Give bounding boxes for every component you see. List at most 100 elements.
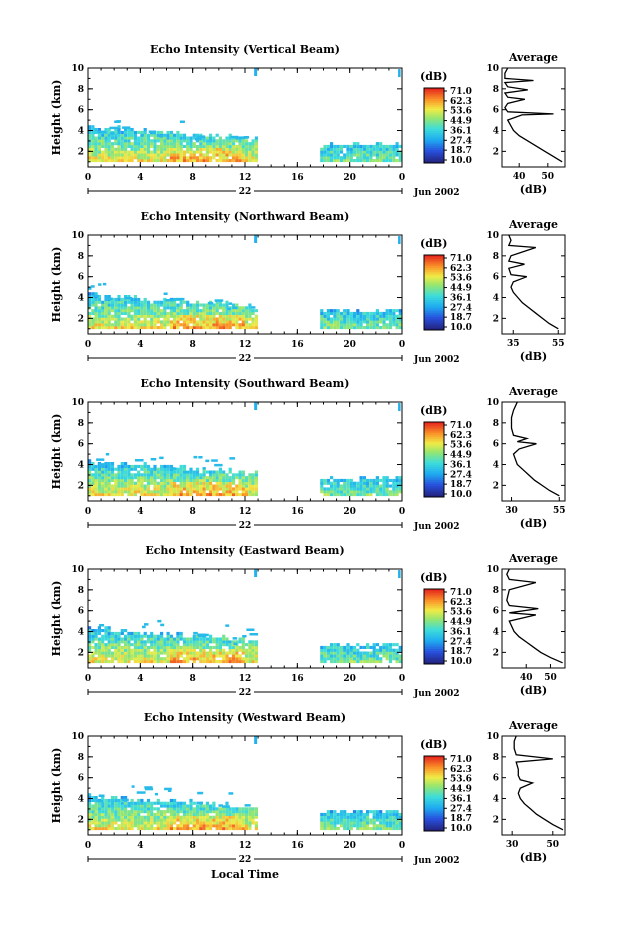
heatmap-cell (186, 648, 190, 652)
colorbar-band (424, 99, 444, 102)
heatmap-cell (339, 323, 344, 327)
heatmap-cell (192, 320, 196, 324)
heatmap-cell (385, 156, 389, 160)
heatmap-cell (110, 303, 115, 307)
heatmap-cell (398, 490, 402, 494)
heatmap-cell (362, 476, 366, 480)
heatmap-cell (114, 490, 118, 494)
heatmap-cell (320, 654, 324, 658)
heatmap-cell (169, 300, 173, 304)
heatmap-cell (166, 311, 170, 315)
heatmap-cell (124, 311, 128, 315)
heatmap-cell (199, 311, 203, 315)
heatmap-cell (366, 810, 370, 814)
y-tick-label: 2 (78, 314, 84, 324)
heatmap-cell (133, 311, 137, 315)
heatmap-cell (205, 807, 209, 811)
heatmap-cell (130, 473, 134, 477)
heatmap-cell (356, 314, 360, 318)
heatmap-cell (163, 804, 167, 808)
heatmap-cell (101, 144, 105, 148)
heatmap-cell (137, 651, 141, 655)
colorbar-band (424, 814, 444, 817)
heatmap-cell (330, 320, 334, 324)
y-tick-label: 4 (78, 795, 84, 805)
heatmap-cell (330, 142, 334, 146)
heatmap-cell (212, 150, 216, 154)
heatmap-cell (195, 643, 200, 647)
heatmap-cell (143, 314, 147, 318)
heatmap-cell (169, 657, 173, 661)
heatmap-cell (209, 476, 213, 480)
heatmap-cell (235, 159, 239, 163)
heatmap-cell (212, 320, 216, 324)
y-tick-label: 6 (78, 440, 84, 450)
heatmap-cell (182, 467, 187, 471)
heatmap-cell (228, 150, 232, 154)
heatmap-cell (248, 476, 252, 480)
heatmap-cell (146, 320, 151, 324)
heatmap-cell (202, 490, 206, 494)
heatmap-cell (176, 818, 180, 822)
heatmap-cell (192, 470, 196, 474)
heatmap-cell (160, 821, 164, 825)
heatmap-cell (114, 150, 118, 154)
heatmap-cell (114, 317, 118, 321)
heatmap-cell (176, 490, 180, 494)
heatmap-cell (398, 657, 402, 661)
heatmap-cell (241, 142, 245, 146)
heatmap-cell (333, 657, 337, 661)
heatmap-cell (225, 624, 230, 627)
heatmap-cell (254, 323, 258, 327)
heatmap-cell (122, 126, 131, 129)
heatmap-cell (166, 323, 170, 327)
heatmap-cell (160, 651, 164, 655)
heatmap-cell (133, 150, 137, 154)
heatmap-cell (388, 643, 393, 647)
heatmap-cell (228, 645, 232, 649)
heatmap-cell (117, 812, 121, 816)
heatmap-cell (192, 484, 196, 488)
heatmap-cell (107, 629, 111, 633)
heatmap-cell (231, 654, 236, 658)
heatmap-cell (97, 314, 101, 318)
heatmap-cell (107, 153, 111, 157)
heatmap-cell (218, 824, 222, 828)
heatmap-cell (146, 640, 151, 644)
heatmap-cell (94, 467, 98, 471)
y-tick-label: 6 (78, 607, 84, 617)
heatmap-cell (202, 651, 206, 655)
colorbar-band (424, 309, 444, 312)
heatmap-cell (117, 306, 121, 310)
heatmap-cell (192, 326, 196, 330)
heatmap-cell (163, 645, 167, 649)
heatmap-cell (156, 481, 160, 485)
heatmap-cell (153, 156, 157, 160)
heatmap-cell (133, 156, 137, 160)
heatmap-cell (382, 654, 386, 658)
heatmap-cell (109, 126, 118, 130)
heatmap-cell (369, 144, 373, 148)
heatmap-cell (110, 827, 115, 831)
heatmap-cell (199, 320, 203, 324)
heatmap-cell (189, 317, 193, 321)
heatmap-cell (366, 323, 370, 327)
heatmap-cell (107, 306, 111, 310)
heatmap-cell (120, 320, 124, 324)
heatmap-cell (114, 484, 118, 488)
heatmap-cell (176, 303, 180, 307)
heatmap-cell (330, 326, 334, 330)
heatmap-cell (133, 309, 137, 313)
heatmap-cell (130, 306, 134, 310)
heatmap-cell (110, 631, 115, 635)
heatmap-cell (156, 139, 160, 143)
heatmap-cell (120, 660, 124, 664)
heatmap-cell (104, 487, 108, 491)
heatmap-cell (124, 470, 128, 474)
heatmap-cell (130, 801, 134, 805)
heatmap-cell (117, 125, 121, 129)
heatmap-cell (323, 493, 327, 497)
heatmap-cell (398, 821, 402, 825)
heatmap-cell (392, 323, 396, 327)
heatmap-cell (372, 147, 376, 151)
